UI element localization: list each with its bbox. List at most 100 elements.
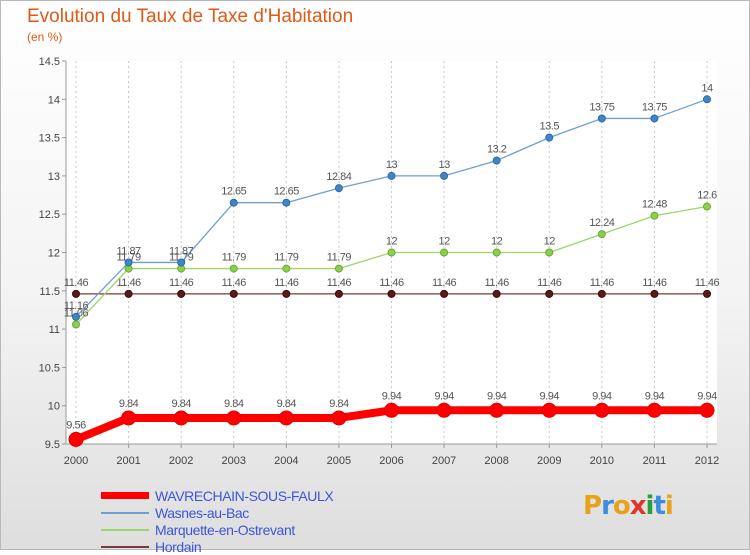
data-label: 11.46 — [274, 277, 299, 289]
data-label: 9.84 — [224, 398, 244, 410]
y-tick-label: 9.5 — [45, 439, 60, 451]
data-label: 11.16 — [64, 300, 89, 312]
data-label: 11.46 — [169, 277, 194, 289]
data-label: 11.46 — [590, 277, 615, 289]
x-tick-label: 2008 — [484, 455, 508, 467]
legend-label: WAVRECHAIN-SOUS-FAULX — [155, 487, 334, 504]
data-point — [703, 202, 711, 211]
legend-item: Marquette-en-Ostrevant — [101, 521, 333, 538]
data-point — [72, 312, 80, 321]
legend-label: Wasnes-au-Bac — [155, 504, 249, 521]
data-label: 13.75 — [589, 101, 614, 113]
y-tick-label: 11 — [49, 324, 60, 336]
data-point — [124, 258, 133, 267]
data-label: 13.2 — [487, 144, 507, 156]
data-label: 13.75 — [642, 101, 667, 113]
data-label: 12.65 — [274, 186, 299, 198]
chart-legend: WAVRECHAIN-SOUS-FAULX Wasnes-au-Bac Marque… — [101, 487, 334, 555]
data-point — [703, 95, 711, 104]
data-point — [177, 258, 186, 267]
data-point — [282, 198, 291, 207]
legend-swatch — [101, 545, 149, 548]
data-point — [545, 248, 554, 257]
data-point — [387, 289, 396, 298]
y-tick-label: 11.5 — [39, 286, 60, 298]
data-label: 13 — [438, 159, 450, 171]
proxiti-logo: Proxiti — [583, 491, 674, 521]
data-point — [72, 320, 80, 329]
y-tick-label: 12.5 — [39, 209, 60, 221]
data-label: 9.94 — [487, 390, 507, 402]
data-label: 12 — [438, 236, 450, 248]
data-point — [650, 211, 659, 220]
x-tick-label: 2002 — [169, 455, 193, 467]
data-label: 9.94 — [697, 390, 717, 402]
data-point — [492, 156, 501, 165]
legend-swatch — [101, 511, 149, 514]
y-tick-label: 10.5 — [39, 362, 60, 374]
data-point — [121, 410, 137, 426]
x-tick-label: 2009 — [537, 455, 561, 467]
data-label: 14 — [701, 82, 713, 94]
data-point — [229, 264, 238, 273]
data-point — [440, 171, 449, 180]
data-point — [489, 402, 505, 418]
chart-title: Evolution du Taux de Taxe d'Habitation — [27, 6, 354, 27]
data-label: 11.79 — [274, 252, 299, 264]
data-label: 11.87 — [116, 245, 141, 257]
data-point — [541, 402, 557, 418]
data-label: 9.84 — [329, 398, 349, 410]
x-tick-label: 2001 — [116, 455, 140, 467]
data-point — [436, 402, 452, 418]
data-point — [334, 289, 343, 298]
data-point — [646, 402, 662, 418]
data-point — [68, 431, 84, 447]
data-point — [545, 289, 554, 298]
data-label: 9.84 — [119, 398, 139, 410]
data-point — [699, 402, 715, 418]
y-tick-label: 10 — [48, 401, 60, 413]
data-point — [387, 248, 396, 257]
data-point — [703, 289, 711, 298]
x-tick-label: 2012 — [695, 455, 719, 467]
data-label: 11.46 — [64, 277, 89, 289]
data-label: 11.46 — [116, 277, 141, 289]
data-label: 9.84 — [171, 398, 191, 410]
data-label: 9.94 — [434, 390, 454, 402]
y-tick-label: 12 — [48, 248, 60, 260]
data-point — [282, 289, 291, 298]
data-point — [229, 289, 238, 298]
data-label: 12.24 — [589, 217, 614, 229]
x-tick-label: 2010 — [590, 455, 614, 467]
data-label: 12.84 — [326, 171, 351, 183]
legend-swatch — [101, 492, 149, 499]
data-label: 9.84 — [277, 398, 297, 410]
data-label: 9.94 — [592, 390, 612, 402]
data-label: 12.6 — [697, 190, 717, 202]
data-label: 11.46 — [327, 277, 352, 289]
data-point — [440, 248, 449, 257]
data-label: 11.46 — [222, 277, 247, 289]
x-tick-label: 2004 — [274, 455, 298, 467]
x-tick-label: 2003 — [222, 455, 246, 467]
legend-item: Wasnes-au-Bac — [101, 504, 333, 521]
data-label: 11.79 — [116, 252, 141, 264]
data-label: 12 — [491, 236, 503, 248]
data-point — [597, 289, 606, 298]
data-label: 11.46 — [485, 277, 510, 289]
data-point — [173, 410, 189, 426]
data-label: 11.46 — [642, 277, 667, 289]
legend-item: Hordain — [101, 538, 333, 555]
data-label: 13.5 — [540, 121, 560, 133]
data-point — [334, 264, 343, 273]
data-point — [597, 230, 606, 239]
data-point — [492, 248, 501, 257]
x-tick-label: 2007 — [432, 455, 456, 467]
data-label: 9.94 — [382, 390, 402, 402]
data-point — [545, 133, 554, 142]
data-label: 11.79 — [327, 252, 352, 264]
data-point — [331, 410, 347, 426]
data-label: 12 — [386, 236, 398, 248]
x-tick-label: 2006 — [379, 455, 403, 467]
